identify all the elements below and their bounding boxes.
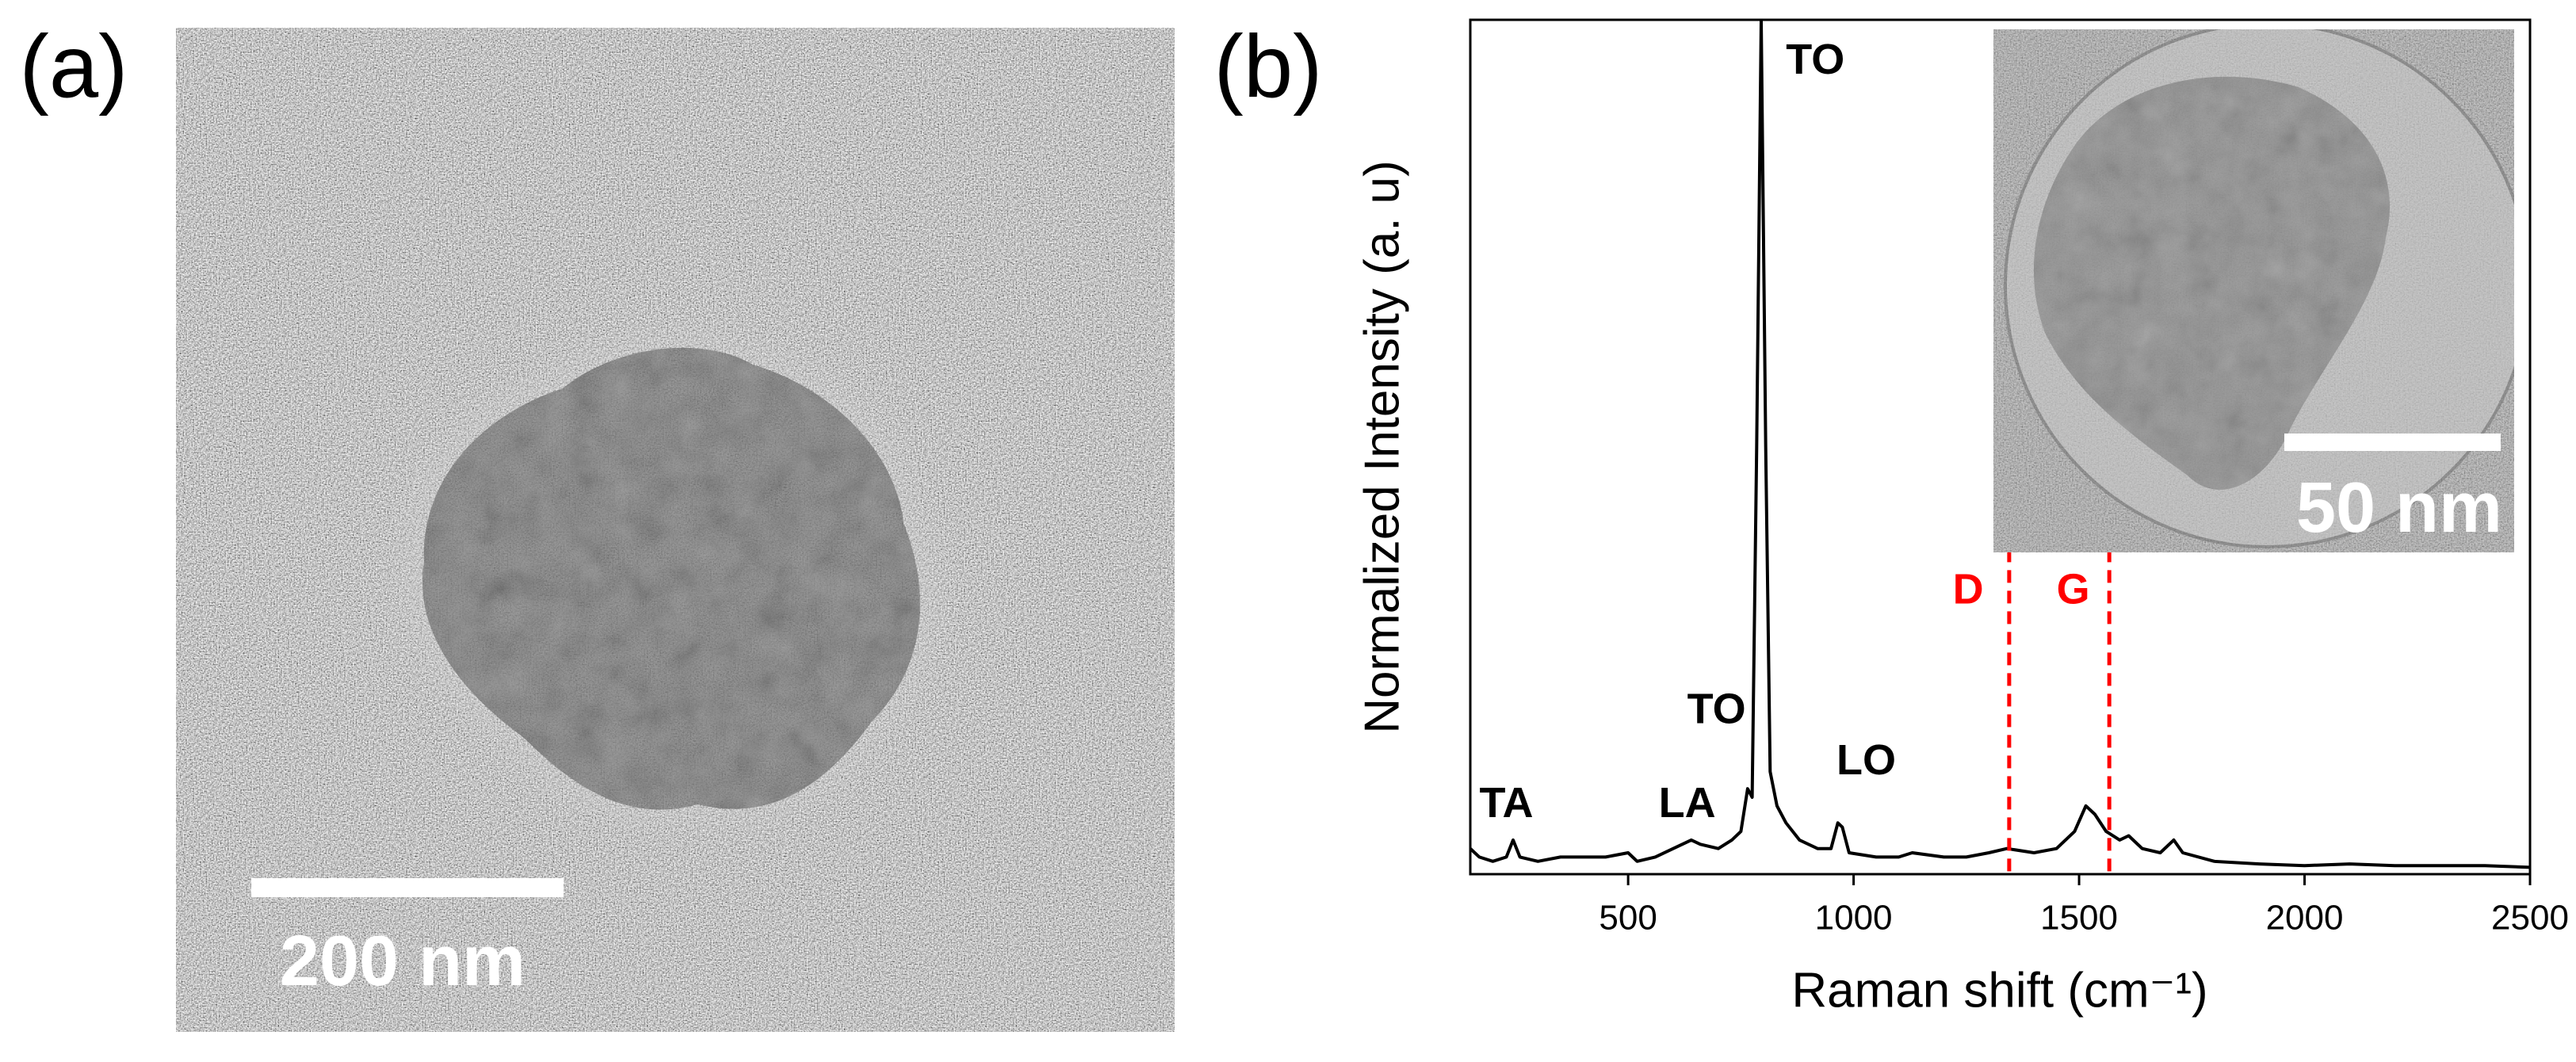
scale-bar-label: 200 nm bbox=[280, 922, 526, 1001]
inset-scale-bar bbox=[2284, 434, 2501, 451]
peak-label: G bbox=[2057, 566, 2090, 613]
plot-area: TA LA TO TO LO D G bbox=[1470, 20, 2530, 874]
axes-frame bbox=[1469, 18, 2532, 876]
x-axis-label: Raman shift (cm⁻¹) bbox=[1791, 963, 2207, 1018]
panel-label: (a) bbox=[20, 17, 128, 117]
inset-image bbox=[1993, 29, 2514, 552]
panel-label: (b) bbox=[1214, 17, 1323, 117]
spectrum-line bbox=[1470, 20, 2530, 869]
tem-image bbox=[176, 28, 1175, 1032]
x-tick-label: 2000 bbox=[2266, 899, 2344, 938]
y-axis-label: Normalized Intensity (a. u) bbox=[1355, 160, 1409, 734]
peak-label: TO bbox=[1786, 36, 1844, 83]
x-tick-label: 500 bbox=[1599, 899, 1657, 938]
x-tick-label: 1000 bbox=[1815, 899, 1893, 938]
x-tick-label: 1500 bbox=[2040, 899, 2118, 938]
peak-label: LO bbox=[1836, 736, 1896, 784]
peak-label: TA bbox=[1480, 779, 1534, 827]
inset-scale-bar-label: 50 nm bbox=[2296, 468, 2502, 548]
peak-label: TO bbox=[1687, 685, 1746, 732]
x-tick-label: 2500 bbox=[2491, 899, 2569, 938]
peak-label: LA bbox=[1659, 779, 1716, 827]
peak-label: D bbox=[1953, 566, 1984, 613]
scale-bar bbox=[251, 878, 564, 897]
